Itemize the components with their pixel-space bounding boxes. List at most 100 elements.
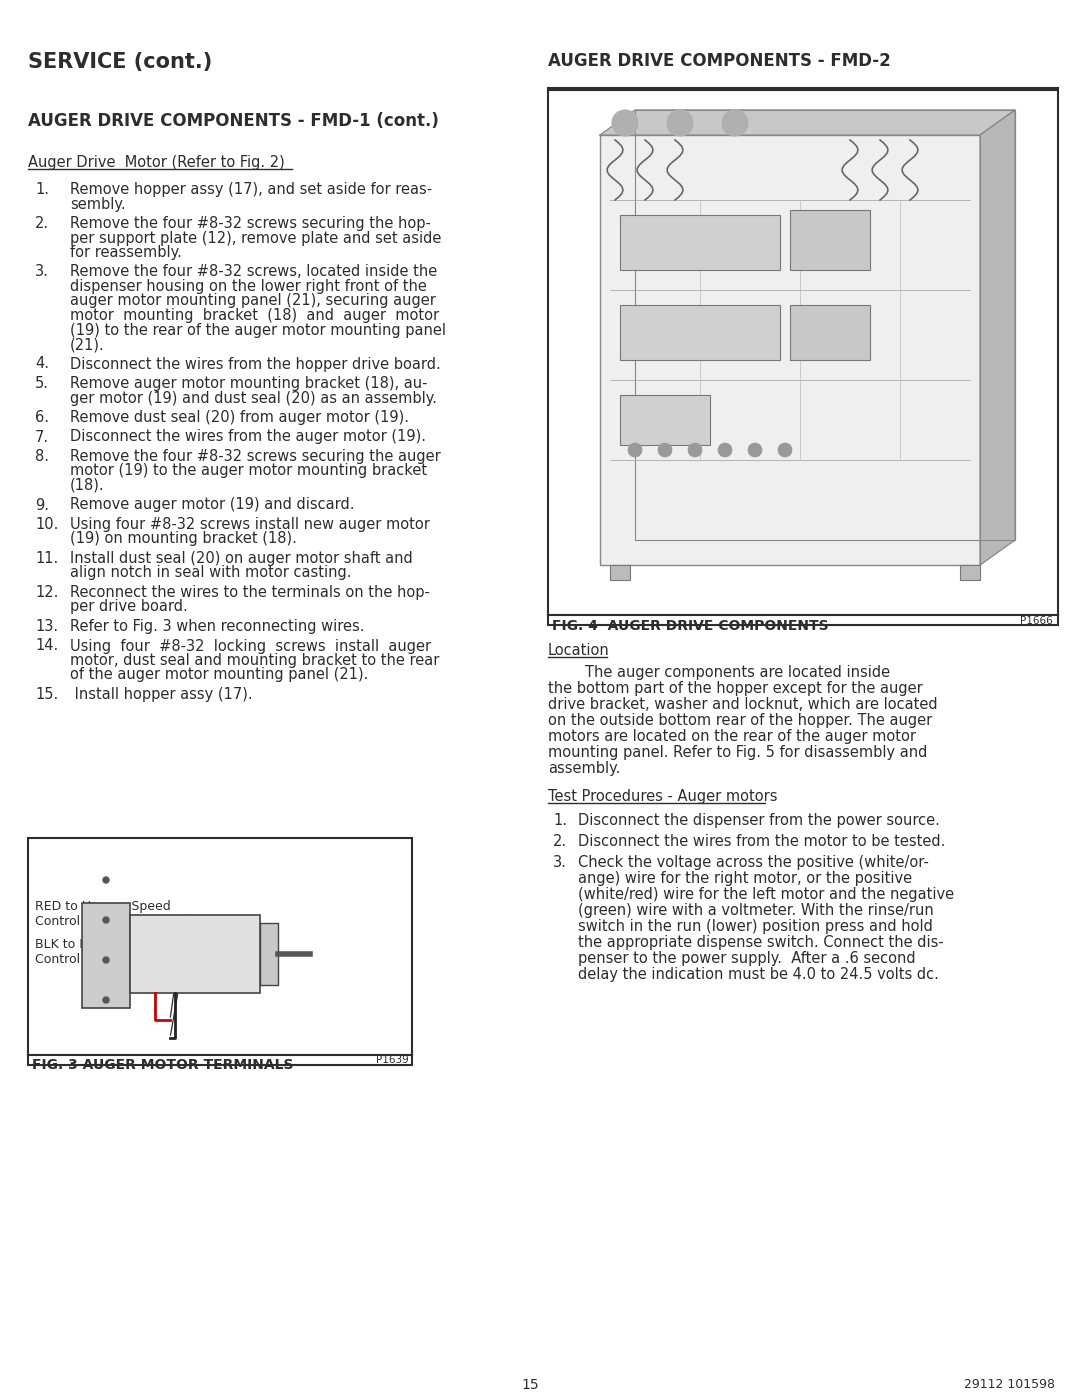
Text: delay the indication must be 4.0 to 24.5 volts dc.: delay the indication must be 4.0 to 24.5… bbox=[578, 967, 939, 982]
Text: Reconnect the wires to the terminals on the hop-: Reconnect the wires to the terminals on … bbox=[70, 585, 430, 599]
Text: BLK to Hopper Speed
Control Board (-): BLK to Hopper Speed Control Board (-) bbox=[35, 937, 168, 965]
Text: Auger Drive  Motor (Refer to Fig. 2): Auger Drive Motor (Refer to Fig. 2) bbox=[28, 155, 285, 170]
Text: the appropriate dispense switch. Connect the dis-: the appropriate dispense switch. Connect… bbox=[578, 935, 944, 950]
Bar bbox=[620, 215, 780, 270]
Text: 29112 101598: 29112 101598 bbox=[964, 1377, 1055, 1391]
Bar bbox=[620, 395, 710, 446]
Text: switch in the run (lower) position press and hold: switch in the run (lower) position press… bbox=[578, 919, 933, 935]
Text: FIG. 3 AUGER MOTOR TERMINALS: FIG. 3 AUGER MOTOR TERMINALS bbox=[32, 1058, 294, 1071]
Circle shape bbox=[103, 916, 109, 923]
Text: penser to the power supply.  After a .6 second: penser to the power supply. After a .6 s… bbox=[578, 951, 916, 965]
Bar bbox=[82, 902, 130, 1009]
Text: 6.: 6. bbox=[35, 409, 49, 425]
Text: ger motor (19) and dust seal (20) as an assembly.: ger motor (19) and dust seal (20) as an … bbox=[70, 391, 437, 405]
Text: sembly.: sembly. bbox=[70, 197, 125, 211]
Bar bbox=[789, 210, 870, 270]
Text: ange) wire for the right motor, or the positive: ange) wire for the right motor, or the p… bbox=[578, 870, 913, 886]
Text: FIG. 4  AUGER DRIVE COMPONENTS: FIG. 4 AUGER DRIVE COMPONENTS bbox=[552, 619, 828, 633]
Text: Remove dust seal (20) from auger motor (19).: Remove dust seal (20) from auger motor (… bbox=[70, 409, 409, 425]
Text: 14.: 14. bbox=[35, 638, 58, 654]
Text: The auger components are located inside: The auger components are located inside bbox=[548, 665, 890, 680]
Circle shape bbox=[748, 443, 762, 457]
Text: Install dust seal (20) on auger motor shaft and: Install dust seal (20) on auger motor sh… bbox=[70, 550, 413, 566]
Circle shape bbox=[658, 443, 672, 457]
Text: 10.: 10. bbox=[35, 517, 58, 532]
Text: per drive board.: per drive board. bbox=[70, 599, 188, 615]
Polygon shape bbox=[980, 110, 1015, 564]
Circle shape bbox=[667, 110, 693, 136]
Text: motor  mounting  bracket  (18)  and  auger  motor: motor mounting bracket (18) and auger mo… bbox=[70, 307, 440, 323]
Circle shape bbox=[103, 877, 109, 883]
Polygon shape bbox=[600, 110, 1015, 136]
Text: the bottom part of the hopper except for the auger: the bottom part of the hopper except for… bbox=[548, 680, 922, 696]
Text: 2.: 2. bbox=[553, 834, 567, 849]
Circle shape bbox=[688, 443, 702, 457]
Polygon shape bbox=[635, 110, 1015, 541]
Bar bbox=[610, 564, 630, 580]
Text: 5.: 5. bbox=[35, 376, 49, 391]
Text: P1639: P1639 bbox=[376, 1055, 408, 1065]
Text: RED to Hopper Speed
Control Board (+): RED to Hopper Speed Control Board (+) bbox=[35, 900, 171, 928]
Text: drive bracket, washer and locknut, which are located: drive bracket, washer and locknut, which… bbox=[548, 697, 937, 712]
Bar bbox=[130, 915, 260, 993]
Text: align notch in seal with motor casting.: align notch in seal with motor casting. bbox=[70, 566, 351, 581]
Text: Check the voltage across the positive (white/or-: Check the voltage across the positive (w… bbox=[578, 855, 929, 870]
Text: Location: Location bbox=[548, 643, 610, 658]
Text: Remove auger motor (19) and discard.: Remove auger motor (19) and discard. bbox=[70, 497, 354, 513]
Text: 15: 15 bbox=[522, 1377, 539, 1391]
Text: for reassembly.: for reassembly. bbox=[70, 244, 181, 260]
Polygon shape bbox=[600, 136, 980, 564]
Bar bbox=[28, 838, 411, 1065]
Text: per support plate (12), remove plate and set aside: per support plate (12), remove plate and… bbox=[70, 231, 442, 246]
Text: Remove auger motor mounting bracket (18), au-: Remove auger motor mounting bracket (18)… bbox=[70, 376, 428, 391]
Text: 1.: 1. bbox=[35, 182, 49, 197]
Text: (21).: (21). bbox=[70, 337, 105, 352]
Text: Refer to Fig. 3 when reconnecting wires.: Refer to Fig. 3 when reconnecting wires. bbox=[70, 619, 365, 634]
Text: Remove the four #8-32 screws securing the auger: Remove the four #8-32 screws securing th… bbox=[70, 448, 441, 464]
Circle shape bbox=[627, 443, 642, 457]
Circle shape bbox=[778, 443, 792, 457]
Text: 1.: 1. bbox=[553, 813, 567, 828]
Text: Test Procedures - Auger motors: Test Procedures - Auger motors bbox=[548, 789, 778, 805]
Bar bbox=[260, 923, 278, 985]
Circle shape bbox=[718, 443, 732, 457]
Text: Remove the four #8-32 screws securing the hop-: Remove the four #8-32 screws securing th… bbox=[70, 217, 431, 231]
Text: Disconnect the wires from the auger motor (19).: Disconnect the wires from the auger moto… bbox=[70, 429, 426, 444]
Text: Disconnect the wires from the hopper drive board.: Disconnect the wires from the hopper dri… bbox=[70, 356, 441, 372]
Text: dispenser housing on the lower right front of the: dispenser housing on the lower right fro… bbox=[70, 279, 427, 293]
Text: (green) wire with a voltmeter. With the rinse/run: (green) wire with a voltmeter. With the … bbox=[578, 902, 934, 918]
Text: Remove the four #8-32 screws, located inside the: Remove the four #8-32 screws, located in… bbox=[70, 264, 437, 279]
Text: auger motor mounting panel (21), securing auger: auger motor mounting panel (21), securin… bbox=[70, 293, 436, 309]
Circle shape bbox=[103, 957, 109, 963]
Bar bbox=[548, 89, 1058, 624]
Text: motor, dust seal and mounting bracket to the rear: motor, dust seal and mounting bracket to… bbox=[70, 652, 440, 668]
Bar bbox=[789, 305, 870, 360]
Text: P1666: P1666 bbox=[1020, 616, 1053, 626]
Text: 13.: 13. bbox=[35, 619, 58, 634]
Text: Disconnect the dispenser from the power source.: Disconnect the dispenser from the power … bbox=[578, 813, 940, 828]
Text: assembly.: assembly. bbox=[548, 761, 620, 775]
Text: on the outside bottom rear of the hopper. The auger: on the outside bottom rear of the hopper… bbox=[548, 712, 932, 728]
Text: AUGER DRIVE COMPONENTS - FMD-2: AUGER DRIVE COMPONENTS - FMD-2 bbox=[548, 52, 891, 70]
Text: 3.: 3. bbox=[553, 855, 567, 870]
Text: 3.: 3. bbox=[35, 264, 49, 279]
Text: (18).: (18). bbox=[70, 478, 105, 493]
Text: Using  four  #8-32  locking  screws  install  auger: Using four #8-32 locking screws install … bbox=[70, 638, 431, 654]
Text: SERVICE (cont.): SERVICE (cont.) bbox=[28, 52, 213, 73]
Text: (19) to the rear of the auger motor mounting panel: (19) to the rear of the auger motor moun… bbox=[70, 323, 446, 338]
Text: Using four #8-32 screws install new auger motor: Using four #8-32 screws install new auge… bbox=[70, 517, 430, 532]
Text: 7.: 7. bbox=[35, 429, 49, 444]
Text: Install hopper assy (17).: Install hopper assy (17). bbox=[70, 687, 253, 703]
Text: 8.: 8. bbox=[35, 448, 49, 464]
Circle shape bbox=[723, 110, 748, 136]
Text: 15.: 15. bbox=[35, 687, 58, 703]
Text: Remove hopper assy (17), and set aside for reas-: Remove hopper assy (17), and set aside f… bbox=[70, 182, 432, 197]
Text: AUGER DRIVE COMPONENTS - FMD-1 (cont.): AUGER DRIVE COMPONENTS - FMD-1 (cont.) bbox=[28, 112, 438, 130]
Text: 4.: 4. bbox=[35, 356, 49, 372]
Text: motors are located on the rear of the auger motor: motors are located on the rear of the au… bbox=[548, 729, 916, 745]
Text: motor (19) to the auger motor mounting bracket: motor (19) to the auger motor mounting b… bbox=[70, 464, 427, 479]
Text: 2.: 2. bbox=[35, 217, 49, 231]
Text: 9.: 9. bbox=[35, 497, 49, 513]
Text: (19) on mounting bracket (18).: (19) on mounting bracket (18). bbox=[70, 531, 297, 546]
Text: 11.: 11. bbox=[35, 550, 58, 566]
